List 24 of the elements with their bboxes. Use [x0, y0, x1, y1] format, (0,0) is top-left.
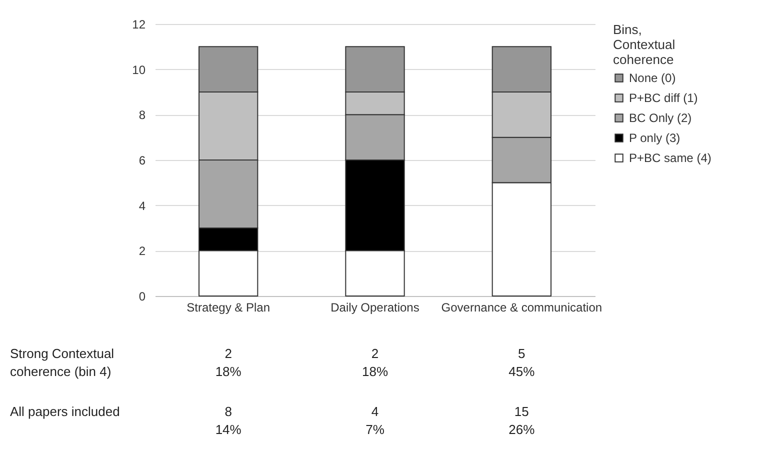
legend-label: P+BC diff (1) — [629, 91, 698, 105]
legend-label: P+BC same (4) — [629, 151, 712, 165]
legend-label: None (0) — [629, 71, 676, 85]
text: 5 45% — [508, 346, 536, 379]
y-tick-label: 10 — [132, 62, 146, 77]
legend-label: BC Only (2) — [629, 111, 692, 125]
text: All papers included — [10, 404, 120, 419]
y-tick-label: 6 — [138, 154, 146, 168]
text: 4 7% — [366, 404, 385, 437]
text: 8 14% — [215, 404, 242, 437]
text: Strong Contextual coherence (bin 4) — [10, 346, 114, 379]
legend-label: P only (3) — [629, 131, 680, 145]
x-tick-label: Governance & communication — [441, 300, 602, 314]
text: 2 18% — [215, 346, 242, 379]
y-tick-label: 0 — [138, 290, 146, 304]
y-tick-label: 8 — [138, 108, 146, 122]
x-tick-label: Strategy & Plan — [186, 300, 270, 314]
text: 15 26% — [508, 404, 536, 437]
x-tick-label: Daily Operations — [330, 300, 420, 314]
y-tick-label: 12 — [132, 18, 146, 32]
legend-title: Bins, Contextual coherence — [613, 22, 676, 67]
y-tick-label: 2 — [138, 244, 146, 258]
text: 2 18% — [362, 346, 388, 379]
y-tick-label: 4 — [138, 198, 146, 213]
